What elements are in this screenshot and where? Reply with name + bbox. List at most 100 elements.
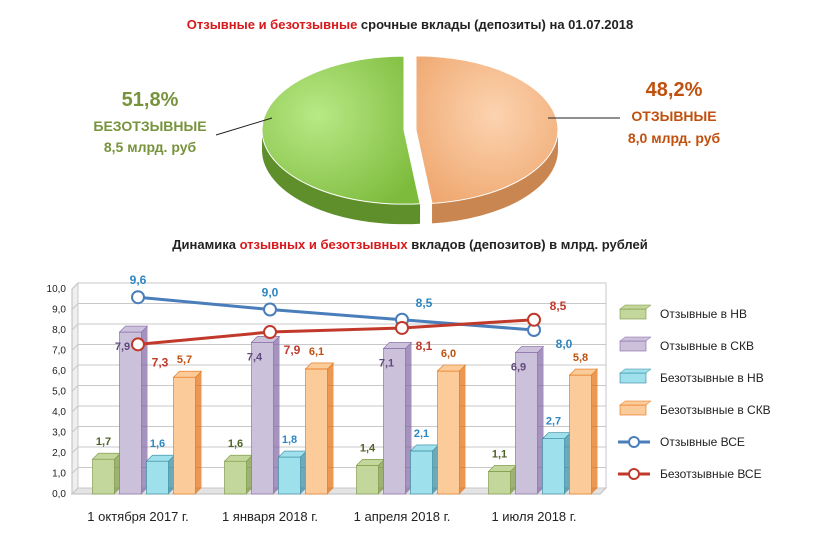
x-category-label: 1 октября 2017 г. <box>87 509 188 524</box>
bar-data-label: 1,7 <box>96 436 111 448</box>
pie-label-right-name: ОТЗЫВНЫЕ <box>631 108 716 124</box>
line-data-label: 8,1 <box>416 339 433 353</box>
line-point <box>395 320 409 335</box>
bar-title-pre: Динамика <box>172 237 240 252</box>
line-point <box>131 337 145 352</box>
line-data-label: 9,6 <box>130 273 147 287</box>
pie-slice-right <box>415 55 559 224</box>
legend-item: Отзывные в СКВ <box>619 336 754 353</box>
line-point <box>263 325 277 340</box>
line-data-label: 9,0 <box>262 286 279 300</box>
legend-label: Отзывные в НВ <box>660 307 747 321</box>
x-category-label: 1 июля 2018 г. <box>491 509 576 524</box>
bar <box>277 450 308 495</box>
y-tick-label: 2,0 <box>52 448 66 459</box>
bar-data-label: 1,1 <box>492 448 507 460</box>
y-tick-label: 6,0 <box>52 366 66 377</box>
bar <box>409 444 440 495</box>
legend-label: Отзывные в СКВ <box>660 339 754 353</box>
bar-data-label: 5,8 <box>573 352 588 364</box>
y-tick-label: 3,0 <box>52 428 66 439</box>
bar-chart-title: Динамика отзывных и безотзывных вкладов … <box>0 237 820 252</box>
bar-data-label: 7,4 <box>247 351 263 363</box>
legend-label: Безотзывные ВСЕ <box>660 467 762 481</box>
legend-label: Отзывные ВСЕ <box>660 435 745 449</box>
bar <box>223 454 254 495</box>
bar <box>118 325 149 495</box>
bar-data-label: 6,0 <box>441 348 456 360</box>
legend-label: Безотзывные в СКВ <box>660 403 771 417</box>
bar-title-post: вкладов (депозитов) в млрд. рублей <box>407 237 648 252</box>
bar <box>91 452 122 495</box>
bar-data-label: 1,6 <box>228 438 243 450</box>
line-data-label: 7,3 <box>152 355 169 369</box>
y-tick-label: 5,0 <box>52 387 66 398</box>
y-tick-label: 10,0 <box>47 284 67 295</box>
bar-data-label: 5,7 <box>177 354 192 366</box>
legend-item: Безотзывные в СКВ <box>619 400 771 417</box>
bar-data-label: 6,1 <box>309 346 324 358</box>
legend-item: Отзывные в НВ <box>619 304 747 321</box>
bar <box>487 465 518 495</box>
bar <box>436 364 467 495</box>
bar-data-label: 7,9 <box>115 341 130 353</box>
bar-data-label: 1,6 <box>150 438 165 450</box>
y-tick-label: 0,0 <box>52 489 66 500</box>
bar-data-label: 1,8 <box>282 434 297 446</box>
y-tick-label: 7,0 <box>52 346 66 357</box>
pie-label-left-name: БЕЗОТЗЫВНЫЕ <box>93 118 206 134</box>
bar-data-label: 2,7 <box>546 416 561 428</box>
line-point <box>131 290 145 305</box>
y-tick-label: 8,0 <box>52 325 66 336</box>
bar <box>355 458 386 495</box>
pie-slice-left <box>261 55 421 225</box>
bar <box>145 454 176 495</box>
line-data-label: 8,5 <box>416 296 433 310</box>
line-data-label: 8,0 <box>556 337 573 351</box>
gridline <box>71 282 606 290</box>
gridline <box>71 303 606 310</box>
pie-title-highlight: Отзывные и безотзывные <box>186 17 358 32</box>
gridline <box>71 364 606 372</box>
pie-label-right-amount: 8,0 млрд. руб <box>628 130 721 146</box>
bar <box>382 342 413 495</box>
bar-data-label: 1,4 <box>360 442 376 454</box>
pie-leader-line-left <box>215 117 273 136</box>
gridline <box>71 344 606 351</box>
gridline <box>71 405 606 413</box>
pie-title-rest: срочные вклады (депозиты) на 01.07.2018 <box>357 17 634 32</box>
pie-label-left-percent: 51,8% <box>122 89 179 111</box>
legend-label: Безотзывные в НВ <box>660 371 764 385</box>
bar <box>172 370 203 495</box>
bar <box>568 368 599 495</box>
line-point <box>527 312 541 327</box>
gridline <box>71 426 606 433</box>
y-tick-label: 4,0 <box>52 407 66 418</box>
pie-chart: 51,8% БЕЗОТЗЫВНЫЕ 8,5 млрд. руб 48,2% ОТ… <box>93 55 721 225</box>
x-category-label: 1 апреля 2018 г. <box>354 509 451 524</box>
bar <box>250 335 281 495</box>
pie-chart-title: Отзывные и безотзывные срочные вклады (д… <box>0 17 820 32</box>
series-line <box>137 318 535 346</box>
bar <box>304 362 335 495</box>
legend-item: Отзывные ВСЕ <box>618 435 745 449</box>
y-tick-label: 1,0 <box>52 469 66 480</box>
y-tick-label: 9,0 <box>52 305 66 316</box>
bar <box>514 346 545 495</box>
legend-item: Безотзывные в НВ <box>619 368 764 385</box>
pie-label-right-percent: 48,2% <box>646 79 703 101</box>
line-data-label: 7,9 <box>284 343 301 357</box>
gridline <box>71 385 606 392</box>
bar-data-label: 7,1 <box>379 357 394 369</box>
line-data-label: 8,5 <box>550 299 567 313</box>
bar-data-label: 2,1 <box>414 428 429 440</box>
x-category-label: 1 января 2018 г. <box>222 509 318 524</box>
bar <box>541 432 572 495</box>
line-point <box>263 302 277 317</box>
bar-data-label: 6,9 <box>511 362 526 374</box>
legend-item: Безотзывные ВСЕ <box>618 467 762 481</box>
pie-label-left-amount: 8,5 млрд. руб <box>104 139 197 155</box>
gridline <box>71 323 606 331</box>
bar-title-highlight: отзывных и безотзывных <box>239 237 408 252</box>
